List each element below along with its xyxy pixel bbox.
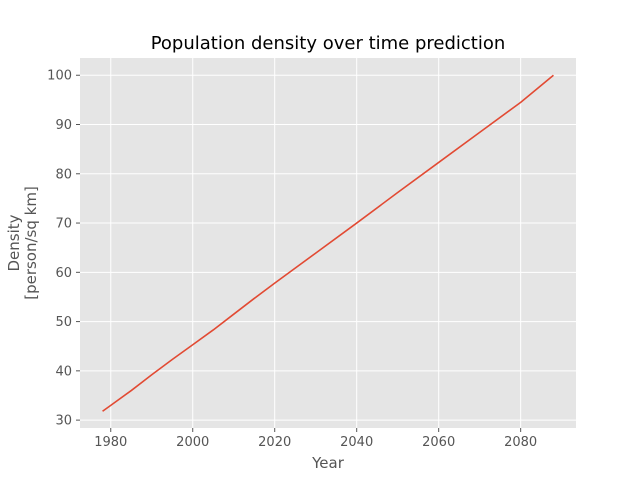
x-tick-label: 2020 xyxy=(258,435,291,450)
y-tick-label: 70 xyxy=(55,217,72,232)
y-tick-label: 30 xyxy=(55,414,72,429)
x-tick-label: 2000 xyxy=(176,435,209,450)
y-tick-label: 90 xyxy=(55,118,72,133)
chart-title: Population density over time prediction xyxy=(151,33,506,54)
x-axis-label: Year xyxy=(311,454,345,472)
x-tick-label: 1980 xyxy=(94,435,127,450)
y-axis-label-line1: Density xyxy=(5,214,23,271)
x-gridlines xyxy=(110,58,522,428)
y-tick-label: 60 xyxy=(55,266,72,281)
series-group xyxy=(102,74,554,412)
y-tick-label: 40 xyxy=(55,364,72,379)
y-gridlines xyxy=(80,74,576,421)
x-tick-label: 2080 xyxy=(504,435,537,450)
y-axis-label-line2: [person/sq km] xyxy=(22,186,40,300)
y-axis-ticks: 30 40 50 60 70 80 90 100 xyxy=(47,69,80,429)
x-axis-ticks: 1980 2000 2020 2040 2060 2080 xyxy=(94,428,537,450)
x-tick-label: 2060 xyxy=(422,435,455,450)
y-tick-label: 100 xyxy=(47,69,72,84)
y-tick-label: 80 xyxy=(55,167,72,182)
series-line xyxy=(102,74,554,412)
x-tick-label: 2040 xyxy=(340,435,373,450)
y-tick-label: 50 xyxy=(55,315,72,330)
